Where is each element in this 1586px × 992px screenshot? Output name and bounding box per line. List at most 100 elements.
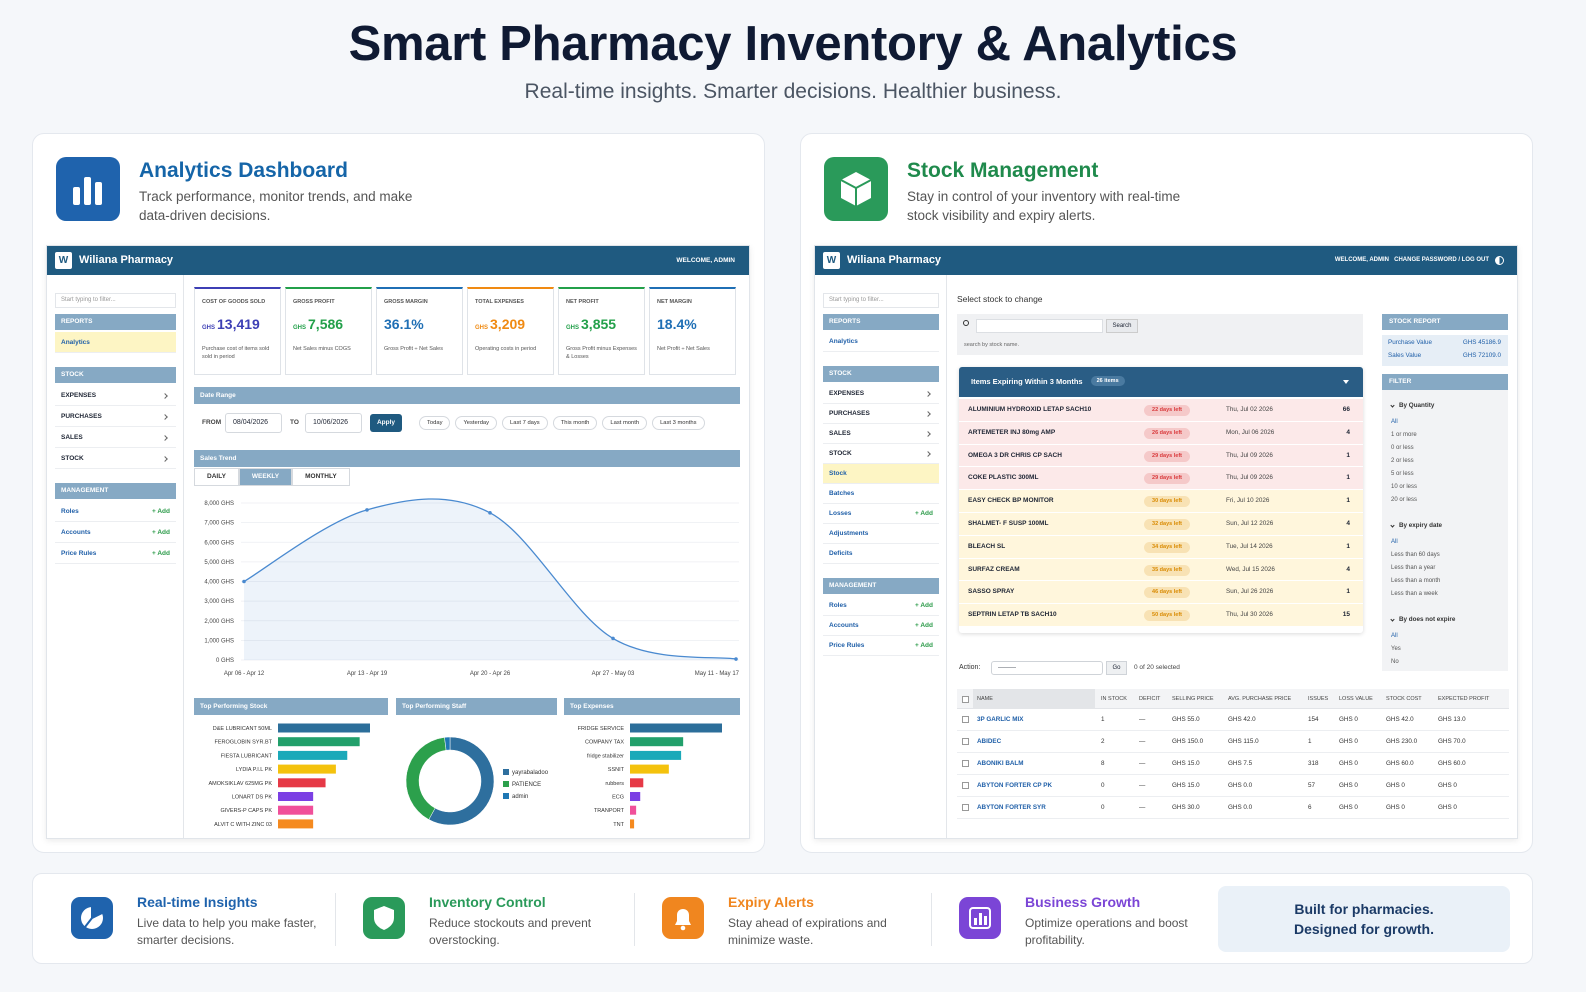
nav-link[interactable]: STOCK xyxy=(829,450,852,457)
nav-link[interactable]: PURCHASES xyxy=(61,413,102,420)
nav-link[interactable]: Adjustments xyxy=(829,530,869,537)
nav-link[interactable]: Losses xyxy=(829,510,852,517)
nav-link[interactable]: Price Rules xyxy=(61,550,97,557)
nav-link[interactable]: Roles xyxy=(61,508,79,515)
preset-pill[interactable]: Today xyxy=(419,416,451,430)
nav-item[interactable]: SALES xyxy=(55,427,176,448)
add-link[interactable]: + Add xyxy=(152,508,170,515)
nav-link[interactable]: Batches xyxy=(829,490,855,497)
nav-item[interactable]: Batches xyxy=(823,484,939,504)
preset-pill[interactable]: Last month xyxy=(602,416,648,430)
filter-option[interactable]: Less than a year xyxy=(1391,565,1436,571)
nav-item[interactable]: EXPENSES xyxy=(823,384,939,404)
column-header[interactable]: IN STOCK xyxy=(1101,696,1127,702)
add-link[interactable]: + Add xyxy=(915,622,933,629)
filter-option[interactable]: Less than a month xyxy=(1391,578,1441,584)
preset-pill[interactable]: Last 7 days xyxy=(502,416,548,430)
checkbox[interactable] xyxy=(962,716,969,723)
nav-link[interactable]: Deficits xyxy=(829,550,853,557)
filter-option[interactable]: 0 or less xyxy=(1391,445,1414,451)
add-link[interactable]: + Add xyxy=(152,550,170,557)
theme-toggle[interactable] xyxy=(1495,256,1504,265)
nav-link[interactable]: EXPENSES xyxy=(61,392,97,399)
nav-link[interactable]: Analytics xyxy=(61,339,90,346)
nav-link[interactable]: Stock xyxy=(829,470,847,477)
filter-option[interactable]: 10 or less xyxy=(1391,484,1418,490)
filter-input[interactable]: Start typing to filter... xyxy=(55,293,176,308)
nav-item[interactable]: PURCHASES xyxy=(823,404,939,424)
checkbox[interactable] xyxy=(962,804,969,811)
nav-link[interactable]: STOCK xyxy=(61,455,84,462)
stock-link[interactable]: ABYTON FORTER SYR xyxy=(977,804,1046,811)
filter-option[interactable]: All xyxy=(1391,539,1398,545)
filter-option[interactable]: Less than a week xyxy=(1391,591,1438,597)
search-button[interactable]: Search xyxy=(1106,319,1138,333)
filter-option[interactable]: 2 or less xyxy=(1391,458,1414,464)
filter-option[interactable]: 1 or more xyxy=(1391,432,1417,438)
trend-tab[interactable]: MONTHLY xyxy=(292,468,350,486)
nav-item[interactable]: Analytics xyxy=(55,332,176,353)
column-header[interactable]: DEFICIT xyxy=(1139,696,1161,702)
nav-item[interactable]: Losses + Add xyxy=(823,504,939,524)
column-header[interactable]: LOSS VALUE xyxy=(1339,696,1373,702)
nav-link[interactable]: Accounts xyxy=(829,622,859,629)
go-button[interactable]: Go xyxy=(1106,661,1127,675)
date-input[interactable]: 08/04/2026 xyxy=(225,413,282,433)
filter-option[interactable]: Yes xyxy=(1391,646,1401,652)
nav-item[interactable]: PURCHASES xyxy=(55,406,176,427)
nav-item[interactable]: Roles + Add xyxy=(55,501,176,522)
nav-item[interactable]: Accounts + Add xyxy=(823,616,939,636)
search-input[interactable] xyxy=(976,319,1103,333)
checkbox[interactable] xyxy=(962,782,969,789)
nav-item[interactable]: Adjustments xyxy=(823,524,939,544)
filter-option[interactable]: No xyxy=(1391,659,1399,665)
nav-link[interactable]: SALES xyxy=(61,434,83,441)
stock-link[interactable]: 3P GARLIC MIX xyxy=(977,716,1024,723)
column-header[interactable]: NAME xyxy=(977,696,993,702)
nav-item[interactable]: SALES xyxy=(823,424,939,444)
nav-item[interactable]: Stock xyxy=(823,464,939,484)
column-header[interactable]: ISSUES xyxy=(1308,696,1329,702)
nav-link[interactable]: Accounts xyxy=(61,529,91,536)
checkbox[interactable] xyxy=(962,696,969,703)
filter-option[interactable]: 20 or less xyxy=(1391,497,1418,503)
filter-option[interactable]: All xyxy=(1391,419,1398,425)
nav-link[interactable]: SALES xyxy=(829,430,851,437)
filter-input[interactable]: Start typing to filter... xyxy=(823,293,939,308)
stock-link[interactable]: ABIDEC xyxy=(977,738,1002,745)
nav-link[interactable]: Price Rules xyxy=(829,642,865,649)
filter-option[interactable]: 5 or less xyxy=(1391,471,1414,477)
column-header[interactable]: STOCK COST xyxy=(1386,696,1422,702)
nav-item[interactable]: STOCK xyxy=(55,448,176,469)
nav-link[interactable]: Analytics xyxy=(829,338,858,345)
preset-pill[interactable]: Yesterday xyxy=(455,416,498,430)
nav-item[interactable]: EXPENSES xyxy=(55,385,176,406)
stock-link[interactable]: ABYTON FORTER CP PK xyxy=(977,782,1052,789)
add-link[interactable]: + Add xyxy=(915,602,933,609)
nav-item[interactable]: Accounts + Add xyxy=(55,522,176,543)
nav-item[interactable]: Roles + Add xyxy=(823,596,939,616)
add-link[interactable]: + Add xyxy=(915,510,933,517)
apply-button[interactable]: Apply xyxy=(370,414,402,432)
column-header[interactable]: AVG. PURCHASE PRICE xyxy=(1228,696,1292,702)
preset-pill[interactable]: This month xyxy=(552,416,598,430)
collapse-caret[interactable] xyxy=(1343,380,1349,384)
nav-link[interactable]: Roles xyxy=(829,602,847,609)
account-links[interactable]: CHANGE PASSWORD / LOG OUT xyxy=(1394,257,1489,263)
filter-option[interactable]: Less than 60 days xyxy=(1391,552,1440,558)
column-header[interactable]: EXPECTED PROFIT xyxy=(1438,696,1490,702)
nav-item[interactable]: Price Rules + Add xyxy=(55,543,176,564)
nav-link[interactable]: EXPENSES xyxy=(829,390,865,397)
nav-item[interactable]: Deficits xyxy=(823,544,939,564)
trend-tab[interactable]: WEEKLY xyxy=(238,468,293,486)
checkbox[interactable] xyxy=(962,760,969,767)
preset-pill[interactable]: Last 3 months xyxy=(652,416,705,430)
nav-link[interactable]: PURCHASES xyxy=(829,410,870,417)
column-header[interactable]: SELLING PRICE xyxy=(1172,696,1214,702)
nav-item[interactable]: STOCK xyxy=(823,444,939,464)
add-link[interactable]: + Add xyxy=(915,642,933,649)
date-input[interactable]: 10/06/2026 xyxy=(305,413,362,433)
stock-link[interactable]: ABONIKI BALM xyxy=(977,760,1024,767)
action-select[interactable]: --------- xyxy=(991,661,1103,675)
filter-option[interactable]: All xyxy=(1391,633,1398,639)
